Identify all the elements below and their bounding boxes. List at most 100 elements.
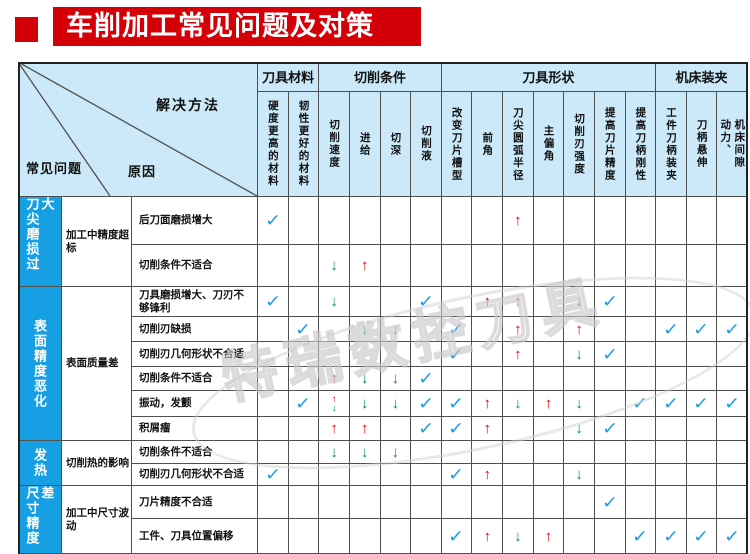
matrix-cell xyxy=(411,342,442,367)
matrix-cell: ✓ xyxy=(411,391,442,417)
matrix-cell xyxy=(686,464,718,486)
matrix-cell xyxy=(472,317,503,342)
column-header: 提高刀柄刚性 xyxy=(625,92,657,197)
matrix-cell: ↓ xyxy=(349,317,381,342)
mark-check-icon: ✓ xyxy=(295,394,312,413)
mark-up-arrow-icon: ↑ xyxy=(330,420,338,437)
matrix-cell xyxy=(288,417,320,441)
matrix-cell xyxy=(472,486,503,519)
matrix-cell: ↓ xyxy=(319,287,350,317)
matrix-cell xyxy=(411,464,442,486)
matrix-cell xyxy=(686,287,718,317)
matrix-cell: ↓ xyxy=(380,317,412,342)
matrix-cell xyxy=(288,197,320,245)
mark-up-arrow-icon: ↑ xyxy=(514,320,522,338)
mark-down-arrow-icon: ↓ xyxy=(391,443,400,461)
matrix-cell xyxy=(533,464,565,486)
cause-label: 切削刃几何形状不合适 xyxy=(139,347,244,360)
matrix-cell xyxy=(503,464,534,486)
matrix-cell xyxy=(258,391,289,417)
mark-up-arrow-icon: ↑ xyxy=(360,420,369,437)
category-label: 尺寸精度差 xyxy=(24,486,55,546)
matrix-cell xyxy=(258,317,289,342)
column-header-label: 提高刀柄刚性 xyxy=(634,106,647,182)
mark-down-arrow-icon: ↓ xyxy=(391,370,400,387)
mark-down-arrow-icon: ↓ xyxy=(360,320,369,338)
mark-up-arrow-icon: ↑ xyxy=(483,395,491,412)
column-header-label: 切深 xyxy=(389,131,402,157)
matrix-cell xyxy=(503,417,534,441)
common-problems-label: 常见问题 xyxy=(26,161,83,176)
column-header: 主偏角 xyxy=(533,92,565,197)
cause-label: 刀具磨损增大、刀刃不够锋利 xyxy=(139,288,244,314)
column-header: 前角 xyxy=(472,92,503,197)
matrix-cell: ↑ xyxy=(349,417,381,441)
matrix-cell xyxy=(380,464,412,486)
matrix-cell: ✓ xyxy=(717,317,748,342)
matrix-cell xyxy=(533,441,565,464)
matrix-cell xyxy=(380,519,412,554)
cause-cell: 积屑瘤 xyxy=(132,417,258,441)
matrix-cell xyxy=(656,245,687,287)
category-label: 刀尖磨损过大 xyxy=(24,197,55,272)
matrix-cell xyxy=(717,367,748,391)
matrix-cell: ✓ xyxy=(717,519,748,554)
mark-check-icon: ✓ xyxy=(662,319,680,339)
matrix-cell xyxy=(380,245,412,287)
mark-up-arrow-icon: ↑ xyxy=(544,527,553,545)
cause-label: 切削条件不适合 xyxy=(139,445,213,458)
matrix-cell: ↑ xyxy=(503,287,534,317)
mark-up-arrow-icon: ↑ xyxy=(514,345,522,363)
matrix-cell xyxy=(258,519,289,554)
column-header: 韧性更好的材料 xyxy=(288,92,320,197)
mark-check-icon: ✓ xyxy=(417,394,435,413)
matrix-cell xyxy=(625,464,657,486)
mark-check-icon: ✓ xyxy=(448,394,465,413)
column-header-label: 韧性更好的材料 xyxy=(297,100,310,188)
matrix-cell: ↑ xyxy=(472,519,503,554)
column-header: 切削刃强度 xyxy=(564,92,595,197)
matrix-cell: ✓ xyxy=(594,287,626,317)
matrix-cell xyxy=(533,197,565,245)
matrix-cell: ↑ xyxy=(349,245,381,287)
mark-check-icon: ✓ xyxy=(601,492,618,512)
matrix-cell xyxy=(625,441,657,464)
matrix-cell xyxy=(656,367,687,391)
matrix-cell xyxy=(686,486,718,519)
column-group-label: 刀具材料 xyxy=(262,70,315,85)
matrix-cell: ✓ xyxy=(288,317,320,342)
column-header-label: 刀柄悬伸 xyxy=(695,119,708,169)
matrix-cell xyxy=(656,486,687,519)
matrix-cell xyxy=(686,417,718,441)
matrix-cell xyxy=(625,197,657,245)
matrix-cell xyxy=(594,441,626,464)
matrix-cell xyxy=(288,367,320,391)
matrix-cell xyxy=(656,464,687,486)
cause-cell: 振动，发颤 xyxy=(132,391,258,417)
matrix-cell xyxy=(564,197,595,245)
matrix-cell xyxy=(686,367,718,391)
column-header: 切深 xyxy=(380,92,412,197)
matrix-cell xyxy=(625,317,657,342)
mark-check-icon: ✓ xyxy=(693,526,710,546)
corner-diagonals-icon xyxy=(18,62,257,196)
matrix-cell xyxy=(594,245,626,287)
mark-down-arrow-icon: ↓ xyxy=(330,443,338,461)
mark-check-icon: ✓ xyxy=(264,292,282,311)
mark-check-icon: ✓ xyxy=(662,526,680,546)
cause-label: 原因 xyxy=(128,164,157,179)
matrix-cell xyxy=(288,245,320,287)
matrix-cell: ↓ xyxy=(349,367,381,391)
cause-label: 切削条件不适合 xyxy=(139,259,213,271)
cause-cell: 切削刃缺损 xyxy=(132,317,258,342)
mark-check-icon: ✓ xyxy=(295,319,312,339)
matrix-cell: ✓ xyxy=(258,464,289,486)
matrix-cell xyxy=(319,317,350,342)
column-header: 刀尖圆弧半径 xyxy=(503,92,534,197)
matrix-cell xyxy=(533,317,565,342)
mark-check-icon: ✓ xyxy=(601,292,618,311)
matrix-cell xyxy=(349,287,381,317)
mark-down-arrow-icon: ↓ xyxy=(575,420,583,437)
matrix-cell xyxy=(686,342,718,367)
mark-down-arrow-icon: ↓ xyxy=(391,395,400,412)
